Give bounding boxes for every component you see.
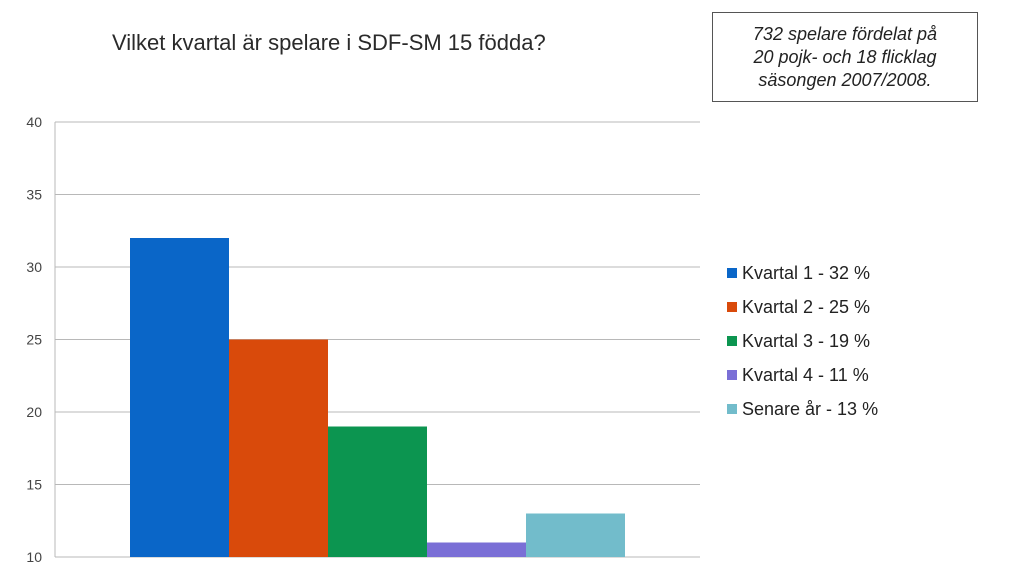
bar [427,542,526,557]
bar [328,426,427,557]
legend: Kvartal 1 - 32 % Kvartal 2 - 25 % Kvartal … [727,263,878,419]
legend-swatch [727,268,737,278]
chart-title: Vilket kvartal är spelare i SDF-SM 15 fö… [112,30,546,55]
y-tick-label: 25 [26,332,42,348]
note-line: säsongen 2007/2008. [758,69,932,90]
y-tick-label: 35 [26,187,42,203]
y-tick-label: 15 [26,477,42,493]
legend-swatch [727,404,737,414]
legend-label: Kvartal 4 - 11 % [742,365,869,385]
bar [526,513,625,557]
legend-swatch [727,370,737,380]
legend-swatch [727,302,737,312]
y-tick-label: 20 [26,404,42,420]
legend-label: Senare år - 13 % [742,399,878,419]
y-tick-label: 30 [26,259,42,275]
note-line: 20 pojk- och 18 flicklag [753,46,937,67]
y-axis-ticks: 10 15 20 25 30 35 40 [26,114,42,565]
note-line: 732 spelare fördelat på [752,23,938,44]
legend-swatch [727,336,737,346]
legend-label: Kvartal 2 - 25 % [742,297,870,317]
y-tick-label: 40 [26,114,42,130]
bar [229,339,328,557]
y-tick-label: 10 [26,549,42,565]
note-text: 732 spelare fördelat på 20 pojk- och 18 … [753,23,937,92]
legend-label: Kvartal 3 - 19 % [742,331,870,351]
note-box: 732 spelare fördelat på 20 pojk- och 18 … [712,12,978,102]
bars [130,238,625,557]
legend-label: Kvartal 1 - 32 % [742,263,870,283]
bar [130,238,229,557]
